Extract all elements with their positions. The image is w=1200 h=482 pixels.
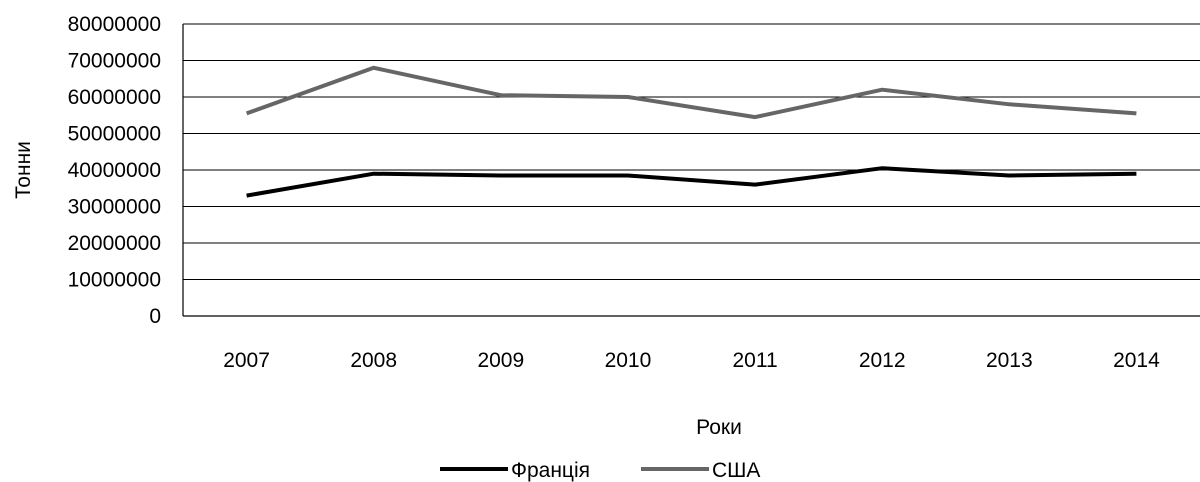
x-tick-label: 2007 [223,349,270,372]
x-tick-label: 2011 [732,349,777,372]
x-tick-label: 2014 [1113,349,1160,372]
legend-label: Франція [511,459,590,482]
y-tick-label: 80000000 [68,13,161,36]
axes [182,24,1200,317]
legend: Франція США [440,459,760,482]
x-axis-tick-labels: 2007 2008 2009 2010 2011 2012 2013 2014 [223,349,1160,372]
series-lines [245,65,1137,198]
x-axis-title: Роки [696,416,742,439]
legend-label: США [712,459,760,482]
x-tick-label: 2009 [477,349,524,372]
x-tick-label: 2010 [605,349,652,372]
y-tick-label: 60000000 [68,86,161,109]
y-tick-label: 10000000 [68,269,161,292]
y-tick-label: 20000000 [68,232,161,255]
x-tick-label: 2012 [859,349,906,372]
y-tick-label: 70000000 [68,50,161,73]
series-line [246,166,1137,198]
series-line [245,65,1137,120]
x-tick-label: 2013 [986,349,1033,372]
y-tick-label: 30000000 [68,196,161,219]
gridlines [183,23,1200,280]
y-tick-label: 0 [149,305,161,328]
y-axis-title: Тонни [12,141,35,199]
y-tick-label: 50000000 [68,123,161,146]
y-tick-label: 40000000 [68,159,161,182]
y-axis-tick-labels: 0 10000000 20000000 30000000 40000000 5000000… [68,13,161,328]
x-tick-label: 2008 [350,349,397,372]
